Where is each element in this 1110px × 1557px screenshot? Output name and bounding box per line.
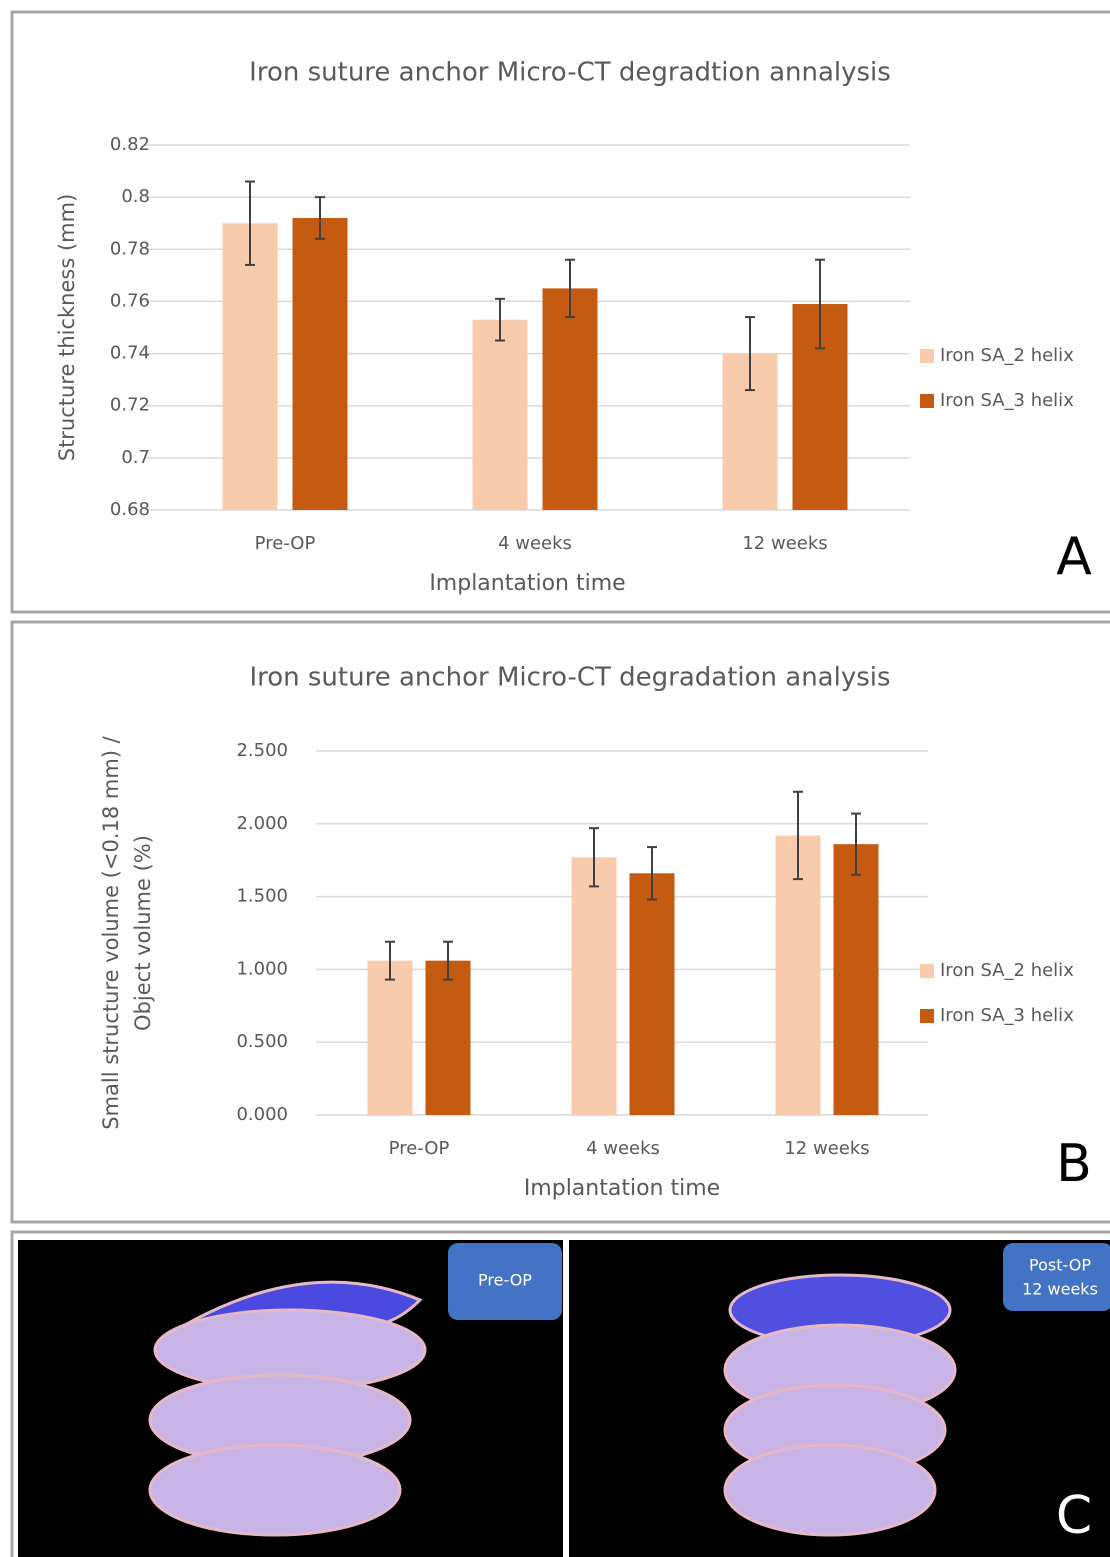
bar (426, 961, 471, 1115)
legend-swatch (920, 1009, 934, 1023)
x-tick-label: Pre-OP (255, 533, 316, 554)
figure-canvas: A B C Pre-OP Post-OP 12 weeks Iron sutur… (0, 0, 1110, 1557)
bar (368, 961, 413, 1115)
bar (630, 873, 675, 1115)
x-tick-label: Pre-OP (389, 1138, 450, 1159)
panel-label: C (1056, 1486, 1092, 1546)
y-tick-label: 0.72 (110, 395, 150, 416)
chart-title: Iron suture anchor Micro-CT degradation … (249, 663, 890, 693)
y-tick-label: 0.82 (110, 134, 150, 155)
y-tick-label: 0.78 (110, 238, 150, 259)
panel-frame (12, 622, 1110, 1222)
legend-swatch (920, 394, 934, 408)
bar (543, 288, 598, 510)
y-tick-label: 0.68 (110, 499, 150, 520)
bar (572, 857, 617, 1115)
panel-label: A (1056, 527, 1092, 587)
panel-label: B (1056, 1134, 1092, 1194)
y-tick-label: 0.8 (121, 186, 150, 207)
legend-swatch (920, 349, 934, 363)
x-axis-label: Implantation time (429, 571, 625, 596)
x-axis-label: Implantation time (524, 1176, 720, 1201)
bar (293, 218, 348, 510)
x-tick-label: 12 weeks (784, 1138, 869, 1159)
x-tick-label: 4 weeks (498, 533, 572, 554)
bar (223, 223, 278, 510)
y-tick-label: 1.500 (236, 886, 288, 907)
legend-swatch (920, 964, 934, 978)
bar (834, 844, 879, 1115)
bar (473, 320, 528, 510)
y-axis-label: Small structure volume (<0.18 mm) / (99, 735, 123, 1129)
y-tick-label: 0.76 (110, 290, 150, 311)
chart-title: Iron suture anchor Micro-CT degradtion a… (249, 58, 891, 88)
y-tick-label: 2.500 (236, 740, 288, 761)
y-axis-label: Object volume (%) (131, 835, 155, 1031)
figure: A B C Pre-OP Post-OP 12 weeks Iron sutur… (0, 0, 1110, 1557)
y-tick-label: 0.500 (236, 1031, 288, 1052)
y-tick-label: 1.000 (236, 958, 288, 979)
image-label: Pre-OP (478, 1271, 532, 1290)
y-axis-label: Structure thickness (mm) (55, 194, 79, 462)
y-tick-label: 0.000 (236, 1104, 288, 1125)
y-tick-label: 0.74 (110, 343, 150, 364)
y-tick-label: 2.000 (236, 813, 288, 834)
legend-label: Iron SA_2 helix (940, 960, 1074, 981)
image-tag (1003, 1243, 1110, 1311)
x-tick-label: 12 weeks (742, 533, 827, 554)
y-tick-label: 0.7 (121, 447, 150, 468)
image-label: 12 weeks (1022, 1280, 1098, 1299)
legend-label: Iron SA_3 helix (940, 1005, 1074, 1026)
x-tick-label: 4 weeks (586, 1138, 660, 1159)
legend-label: Iron SA_2 helix (940, 345, 1074, 366)
legend-label: Iron SA_3 helix (940, 390, 1074, 411)
image-label: Post-OP (1029, 1256, 1091, 1275)
